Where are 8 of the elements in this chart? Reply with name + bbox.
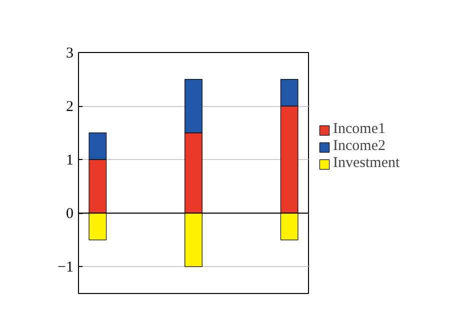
y-tick-label: 2 (66, 99, 74, 116)
legend-label: Income2 (333, 138, 386, 155)
y-tick-label: 0 (66, 206, 74, 222)
y-tick-label: 1 (66, 152, 74, 169)
y-tick-label: −1 (58, 260, 74, 276)
y-tick-label: 3 (66, 46, 74, 62)
legend-label: Investment (333, 155, 400, 172)
legend-label: Income1 (333, 121, 386, 138)
